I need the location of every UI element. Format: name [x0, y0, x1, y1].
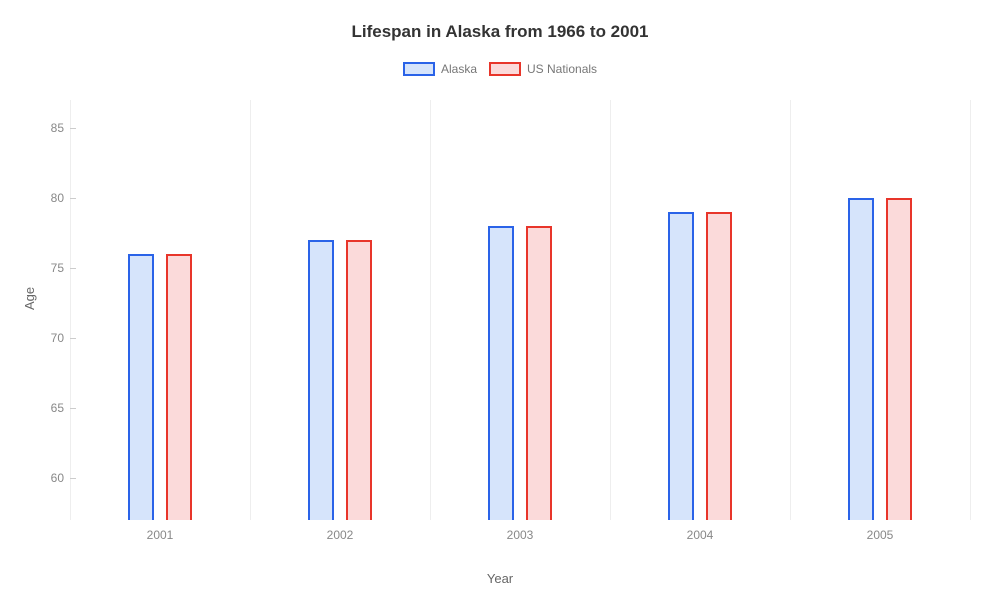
plot-area: 60657075808520012002200320042005 — [70, 100, 970, 520]
y-tick — [70, 268, 76, 269]
legend: Alaska US Nationals — [0, 62, 1000, 76]
gridline — [970, 100, 971, 520]
gridline — [430, 100, 431, 520]
y-tick — [70, 478, 76, 479]
gridline — [70, 100, 71, 520]
bar-us-nationals — [166, 254, 192, 520]
lifespan-chart: Lifespan in Alaska from 1966 to 2001 Ala… — [0, 0, 1000, 600]
legend-swatch-us — [489, 62, 521, 76]
legend-label-us: US Nationals — [527, 62, 597, 76]
y-tick-label: 85 — [34, 121, 64, 135]
y-tick — [70, 338, 76, 339]
bar-alaska — [488, 226, 514, 520]
y-axis-title: Age — [22, 287, 37, 310]
x-tick-label: 2004 — [687, 528, 714, 542]
bar-alaska — [308, 240, 334, 520]
y-tick-label: 60 — [34, 471, 64, 485]
bar-alaska — [128, 254, 154, 520]
y-tick-label: 70 — [34, 331, 64, 345]
y-tick — [70, 128, 76, 129]
y-tick — [70, 198, 76, 199]
x-tick-label: 2001 — [147, 528, 174, 542]
legend-item-us: US Nationals — [489, 62, 597, 76]
bar-alaska — [848, 198, 874, 520]
y-tick-label: 65 — [34, 401, 64, 415]
legend-item-alaska: Alaska — [403, 62, 477, 76]
bar-us-nationals — [886, 198, 912, 520]
x-axis-title: Year — [0, 571, 1000, 586]
gridline — [790, 100, 791, 520]
bar-alaska — [668, 212, 694, 520]
bar-us-nationals — [346, 240, 372, 520]
bar-us-nationals — [526, 226, 552, 520]
chart-title: Lifespan in Alaska from 1966 to 2001 — [0, 0, 1000, 42]
gridline — [250, 100, 251, 520]
x-tick-label: 2002 — [327, 528, 354, 542]
legend-label-alaska: Alaska — [441, 62, 477, 76]
bar-us-nationals — [706, 212, 732, 520]
y-tick-label: 75 — [34, 261, 64, 275]
y-tick — [70, 408, 76, 409]
x-tick-label: 2003 — [507, 528, 534, 542]
gridline — [610, 100, 611, 520]
x-tick-label: 2005 — [867, 528, 894, 542]
legend-swatch-alaska — [403, 62, 435, 76]
y-tick-label: 80 — [34, 191, 64, 205]
